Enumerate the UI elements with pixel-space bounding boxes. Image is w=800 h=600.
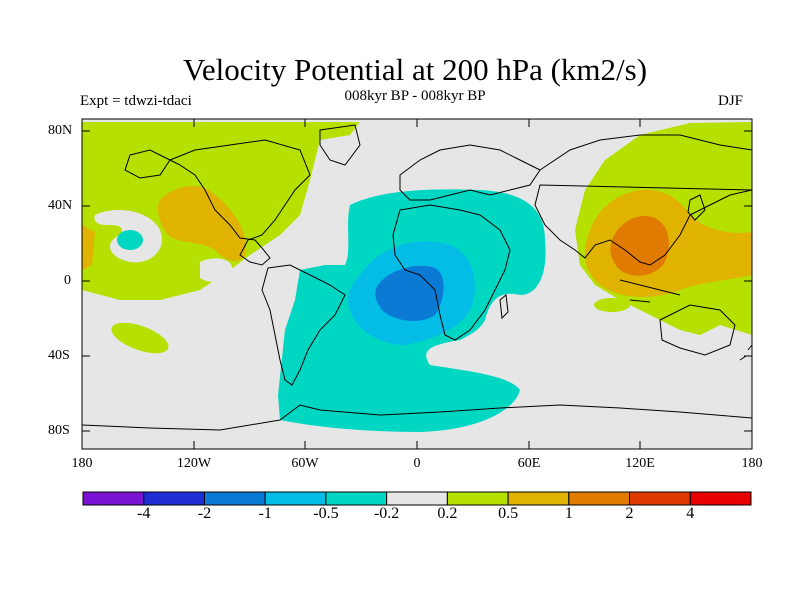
colorbar-label: -0.2 [373,505,400,522]
lat-label-40s: 40S [48,348,70,363]
contour-positive-indian-ocean [594,298,630,312]
contour-field [82,119,752,449]
coastline-africa [392,204,511,341]
coastline-madagascar [499,294,509,320]
contour-positive-0.5-north-america [157,185,246,262]
chart-title: Velocity Potential at 200 hPa (km2/s) [182,52,648,87]
lon-label-180-east: 180 [741,456,763,471]
lon-label-60w: 60W [291,456,319,471]
colorbar-swatch [507,491,570,506]
colorbar-label: -4 [137,505,151,522]
coastline-north-america [168,139,311,266]
season-label: DJF [718,93,744,109]
colorbar-label: -1 [258,505,272,522]
coastline-indonesia [619,279,681,303]
lon-label-120w: 120W [176,456,212,471]
contour-neutral-pacific-hole2 [200,258,233,282]
lat-label-40n: 40N [48,198,73,213]
lat-label-0: 0 [64,273,71,288]
contour-positive-1-asia [610,216,669,276]
coastline-australia [659,304,736,356]
colorbar-swatch [568,491,631,506]
colorbar-label: -0.5 [313,505,339,522]
colorbar-label: 4 [686,505,695,522]
contour-positive-0.5-west-edge [82,225,95,270]
lon-label-120e: 120E [625,456,655,471]
lon-label-180-west: 180 [71,456,93,471]
experiment-label: Expt = tdwzi-tdaci [80,93,192,109]
lon-label-60e: 60E [517,456,541,471]
colorbar-swatch [203,491,266,506]
lat-label-80s: 80S [48,423,70,438]
coastline-new-zealand [739,344,752,361]
contour-negative-small-pacific [117,230,143,250]
coastline-japan [687,194,706,221]
coastline-alaska [124,149,171,179]
colorbar-label: 1 [564,505,573,522]
contour-negative-1-atlantic [375,265,444,322]
colorbar-label: 0.5 [498,505,519,522]
colorbar-swatch [689,491,752,506]
colorbar-label: 0.2 [437,505,458,522]
coastline-europe [399,144,541,201]
colorbar-swatch [325,491,388,506]
axis-ticks [81,119,753,449]
lat-label-80n: 80N [48,123,73,138]
colorbar-swatch [82,491,145,506]
colorbar-swatch [386,491,448,506]
contour-positive-south-pacific [111,322,169,354]
coastlines [82,124,752,431]
coastline-greenland [319,124,361,166]
colorbar-swatch [629,491,691,506]
chart-subtitle: 008kyr BP - 008kyr BP [344,88,486,104]
colorbar-label: -2 [197,505,212,522]
colorbar-label: 2 [625,505,634,522]
colorbar-swatch [446,491,509,506]
contour-positive-arctic [82,122,360,140]
colorbar-swatch [143,491,205,506]
coastline-asia [534,134,752,266]
colorbar [82,491,752,506]
coastline-antarctica [82,404,752,431]
colorbar-swatch [264,491,327,506]
lon-label-0: 0 [413,456,421,471]
coastline-south-america [261,264,346,386]
